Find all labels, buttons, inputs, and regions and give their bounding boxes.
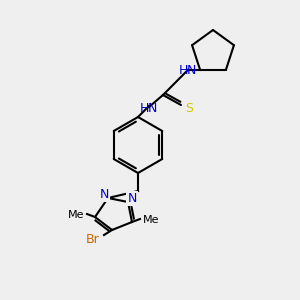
Text: Me: Me [68,210,84,220]
Text: N: N [186,64,196,77]
Text: N: N [147,102,157,115]
Text: N: N [99,188,109,201]
Text: H: H [178,64,188,77]
Text: Me: Me [143,215,159,225]
Text: H: H [139,102,149,115]
Text: Br: Br [86,233,100,246]
Text: S: S [185,102,193,115]
Text: N: N [127,192,137,205]
